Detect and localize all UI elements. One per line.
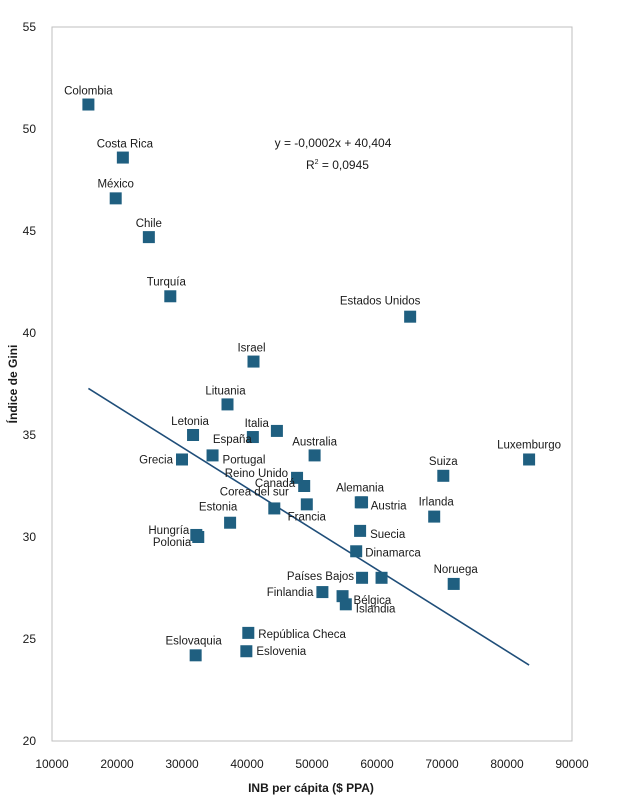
data-point [116, 151, 129, 164]
data-point [404, 310, 417, 323]
data-point [246, 431, 259, 444]
point-labels: Colombia Costa Rica México Chile Turquía Esta… [64, 86, 561, 659]
data-point [356, 571, 369, 584]
data-point [375, 571, 388, 584]
point-label: Irlanda [419, 497, 455, 509]
y-tick-label: 40 [23, 326, 37, 340]
point-label: Luxemburgo [497, 439, 561, 451]
data-points [82, 98, 536, 662]
data-point [242, 626, 255, 639]
x-tick-label: 50000 [295, 757, 329, 771]
point-label: Australia [292, 436, 337, 448]
point-label: Eslovenia [256, 646, 306, 658]
point-label: Suecia [370, 529, 406, 541]
x-tick-label: 80000 [490, 757, 524, 771]
point-label: Hungría [148, 525, 190, 537]
point-label: Lituania [205, 385, 246, 397]
x-axis-ticks: 10000 20000 30000 40000 50000 60000 70000 80000… [35, 757, 589, 771]
y-axis-ticks: 20 25 30 35 40 45 50 55 [23, 20, 37, 748]
trendline-equation: y = -0,0002x + 40,404 [275, 136, 392, 150]
point-label: Israel [237, 343, 265, 355]
point-label: Portugal [223, 454, 266, 466]
data-point [142, 231, 155, 244]
point-label: República Checa [258, 629, 346, 641]
point-label: Suiza [429, 456, 458, 468]
point-label: Países Bajos [287, 571, 354, 583]
data-point [268, 502, 281, 515]
point-label: Colombia [64, 86, 113, 98]
point-label: Islandia [356, 603, 396, 615]
point-label: Chile [136, 218, 162, 230]
point-label: Turquía [147, 276, 187, 288]
y-axis-title: Índice de Gini [5, 345, 20, 424]
r-squared-label: R2 = 0,0945 [306, 158, 369, 172]
data-point [523, 453, 536, 466]
x-tick-label: 30000 [165, 757, 199, 771]
x-tick-label: 10000 [35, 757, 69, 771]
data-point [316, 586, 329, 599]
point-label: Eslovaquia [166, 635, 223, 647]
data-point [339, 598, 352, 611]
point-label: Canadá [255, 478, 296, 490]
data-point [187, 429, 200, 441]
point-label: España [213, 434, 253, 446]
y-tick-label: 30 [23, 530, 37, 544]
point-label: Bélgica [354, 595, 392, 607]
y-tick-label: 25 [23, 632, 37, 646]
point-label: Costa Rica [97, 139, 154, 151]
data-point [437, 469, 450, 482]
point-label: Letonia [171, 416, 209, 428]
trendline [87, 387, 530, 666]
point-label: Corea del sur [220, 486, 289, 498]
point-label: Noruega [434, 564, 479, 576]
point-label: Reino Unido [225, 468, 288, 480]
data-point [447, 577, 460, 590]
x-tick-label: 40000 [230, 757, 264, 771]
data-point [247, 355, 260, 368]
data-point [298, 480, 311, 492]
y-tick-label: 55 [23, 20, 37, 34]
point-label: Grecia [139, 454, 173, 466]
data-point [428, 510, 441, 523]
x-axis-title: INB per cápita ($ PPA) [248, 781, 374, 795]
point-label: México [97, 178, 133, 190]
y-tick-label: 20 [23, 734, 37, 748]
data-point [300, 498, 313, 511]
data-point [189, 649, 202, 662]
point-label: Alemania [336, 482, 385, 494]
data-point [109, 192, 122, 205]
data-point [270, 424, 283, 437]
data-point [240, 645, 253, 658]
plot-area [51, 26, 573, 742]
data-point [192, 531, 205, 543]
point-label: Estados Unidos [340, 296, 421, 308]
data-point [221, 398, 234, 411]
data-point [164, 290, 177, 303]
data-point [350, 545, 363, 558]
point-label: Italia [245, 418, 270, 430]
data-point [224, 516, 237, 529]
x-tick-label: 20000 [100, 757, 134, 771]
data-point [82, 98, 95, 111]
y-tick-label: 45 [23, 224, 37, 238]
data-point [176, 453, 188, 466]
point-label: Polonia [153, 537, 192, 549]
point-label: Estonia [199, 502, 238, 514]
x-tick-label: 70000 [425, 757, 459, 771]
y-tick-label: 50 [23, 122, 37, 136]
point-label: Dinamarca [365, 547, 421, 559]
point-label: Finlandia [267, 587, 314, 599]
y-tick-label: 35 [23, 428, 37, 442]
x-tick-label: 90000 [555, 757, 589, 771]
data-point [354, 496, 367, 509]
data-point [206, 449, 219, 462]
data-point [308, 449, 321, 462]
point-label: Austria [371, 500, 407, 512]
data-point [354, 524, 367, 537]
x-tick-label: 60000 [360, 757, 394, 771]
point-label: Francia [288, 511, 327, 523]
